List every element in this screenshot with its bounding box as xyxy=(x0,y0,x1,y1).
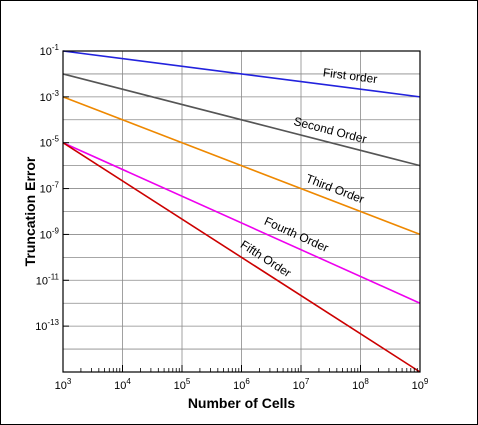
label-second-order: Second Order xyxy=(292,114,368,146)
y-tick-label: 10-9 xyxy=(40,226,60,241)
x-tick-label: 103 xyxy=(55,377,72,392)
series-line-4 xyxy=(62,141,421,304)
y-axis-label: Truncation Error xyxy=(22,156,38,266)
x-tick-label: 108 xyxy=(352,377,369,392)
x-tick-label: 106 xyxy=(233,377,250,392)
x-tick-label: 109 xyxy=(412,377,429,392)
label-first-order: First order xyxy=(322,65,378,86)
x-tick-label: 107 xyxy=(293,377,310,392)
series-lines xyxy=(62,50,421,373)
y-tick-label: 10-1 xyxy=(40,43,60,58)
x-tick-label: 104 xyxy=(114,377,131,392)
series-line-2 xyxy=(62,73,421,167)
grid xyxy=(62,50,421,373)
y-tick-label: 10-3 xyxy=(40,89,60,104)
y-tick-label: 10-5 xyxy=(40,135,60,150)
series-line-3 xyxy=(62,96,421,236)
y-tick-label: 10-7 xyxy=(40,181,60,196)
series-line-5 xyxy=(62,142,421,373)
ticks: 103 104 105 106 107 108 109 10-1 10-3 10-5 10-7 10-… xyxy=(35,43,429,392)
x-tick-label: 105 xyxy=(174,377,191,392)
x-axis-label: Number of Cells xyxy=(188,395,296,411)
y-tick-label: 10-13 xyxy=(35,318,59,333)
y-tick-label: 10-11 xyxy=(36,272,60,287)
series-line-1 xyxy=(62,50,421,98)
